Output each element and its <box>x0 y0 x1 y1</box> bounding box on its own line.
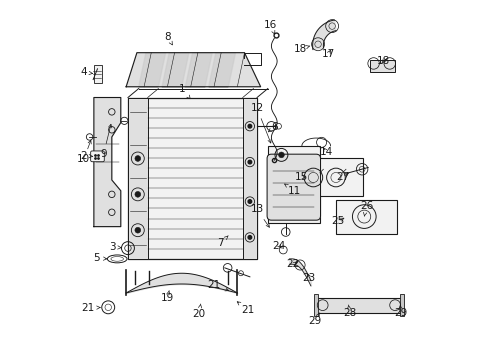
Text: 28: 28 <box>342 305 355 318</box>
Text: 2: 2 <box>81 151 93 161</box>
Text: 21: 21 <box>237 302 254 315</box>
Text: 27: 27 <box>335 172 348 182</box>
Polygon shape <box>312 20 335 50</box>
Bar <box>399 294 404 316</box>
Text: 26: 26 <box>359 201 372 216</box>
FancyBboxPatch shape <box>90 151 104 162</box>
FancyBboxPatch shape <box>266 154 320 220</box>
Text: 8: 8 <box>164 32 172 45</box>
Bar <box>128 98 257 259</box>
Circle shape <box>278 152 284 158</box>
Text: 3: 3 <box>109 242 122 252</box>
Polygon shape <box>126 53 260 87</box>
Text: 15: 15 <box>295 172 308 182</box>
Text: 29: 29 <box>308 313 321 325</box>
Circle shape <box>247 125 251 128</box>
Bar <box>369 60 394 72</box>
Bar <box>335 200 396 234</box>
Text: 10: 10 <box>77 140 91 164</box>
Text: 14: 14 <box>319 147 332 157</box>
Text: 11: 11 <box>284 184 301 196</box>
Text: 22: 22 <box>286 259 299 269</box>
Text: 24: 24 <box>272 240 285 251</box>
Text: 29: 29 <box>393 305 407 318</box>
Polygon shape <box>185 53 212 87</box>
Text: 21: 21 <box>81 303 100 313</box>
Text: 1: 1 <box>178 84 190 99</box>
Polygon shape <box>162 53 188 87</box>
Bar <box>267 146 319 223</box>
Bar <box>300 158 362 196</box>
Text: 9: 9 <box>100 124 112 159</box>
Text: 4: 4 <box>81 67 93 77</box>
Bar <box>94 65 102 83</box>
Circle shape <box>247 200 251 203</box>
Polygon shape <box>208 53 235 87</box>
Text: 17: 17 <box>321 49 334 59</box>
Text: 18: 18 <box>293 44 309 54</box>
Text: 16: 16 <box>264 20 277 34</box>
Text: 13: 13 <box>250 204 269 227</box>
Text: 5: 5 <box>93 253 106 263</box>
Text: 21: 21 <box>207 280 228 291</box>
Text: 20: 20 <box>192 304 205 319</box>
Text: 6: 6 <box>268 122 278 132</box>
Text: 12: 12 <box>250 103 270 143</box>
Text: 7: 7 <box>216 236 228 248</box>
Text: 23: 23 <box>302 273 315 283</box>
Text: 19: 19 <box>161 291 174 303</box>
Bar <box>242 98 257 259</box>
Circle shape <box>247 160 251 164</box>
Bar <box>313 294 318 316</box>
Circle shape <box>135 156 141 161</box>
Circle shape <box>135 227 141 233</box>
Text: 25: 25 <box>330 216 344 226</box>
Bar <box>128 98 147 259</box>
Circle shape <box>135 192 141 197</box>
Text: 18: 18 <box>376 56 389 66</box>
Polygon shape <box>94 98 121 226</box>
Bar <box>316 298 402 313</box>
Circle shape <box>247 235 251 239</box>
Polygon shape <box>139 53 165 87</box>
